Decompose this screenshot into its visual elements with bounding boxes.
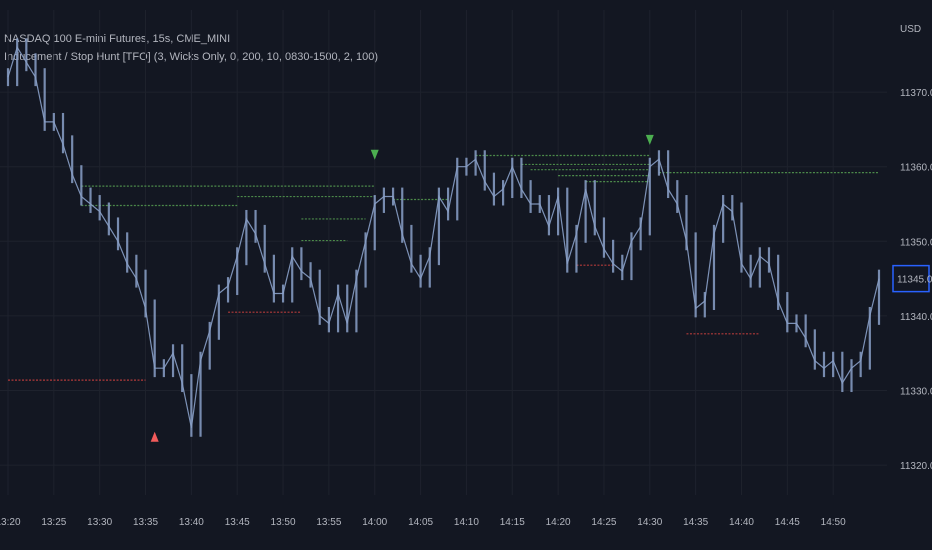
x-tick-label: 14:00 [362,517,387,528]
currency-label: USD [900,24,922,35]
x-tick-label: 13:20 [0,517,21,528]
x-tick-label: 14:40 [729,517,754,528]
price-series [6,38,881,437]
x-tick-label: 14:15 [500,517,525,528]
bullish-marker [150,431,159,442]
y-tick-label: 11350.00 [900,237,932,248]
x-tick-label: 13:25 [41,517,66,528]
price-line [7,45,880,428]
x-tick-label: 13:30 [87,517,112,528]
y-tick-label: 11330.00 [900,387,932,398]
x-tick-label: 14:35 [683,517,708,528]
x-tick-label: 14:45 [775,517,800,528]
symbol-label[interactable]: NASDAQ 100 E-mini Futures, 15s, CME_MINI [4,33,231,45]
bearish-marker [370,149,379,160]
y-tick-label: 11370.00 [900,88,932,99]
x-tick-label: 13:40 [179,517,204,528]
x-tick-label: 13:50 [271,517,296,528]
grid [0,10,887,495]
x-tick-label: 13:45 [225,517,250,528]
x-tick-label: 13:35 [133,517,158,528]
last-price-box [892,264,930,293]
x-tick-label: 14:50 [821,517,846,528]
x-tick-label: 13:55 [316,517,341,528]
x-tick-label: 14:10 [454,517,479,528]
last-price-label: 11345.00 [897,275,932,286]
x-tick-label: 14:25 [591,517,616,528]
bearish-marker [645,134,654,145]
y-tick-label: 11360.00 [900,163,932,174]
price-axis[interactable]: 11320.00 11330.00 11340.00 11345.00 11350.00… [892,88,932,472]
x-tick-label: 14:20 [546,517,571,528]
time-axis[interactable]: 13:20 13:25 13:30 13:35 13:40 13:45 13:50 13:55… [0,517,846,528]
x-tick-label: 14:05 [408,517,433,528]
x-tick-label: 14:30 [637,517,662,528]
markers [150,134,654,442]
y-tick-label: 11320.00 [900,461,932,472]
levels [8,154,879,381]
y-tick-label: 11340.00 [900,312,932,323]
